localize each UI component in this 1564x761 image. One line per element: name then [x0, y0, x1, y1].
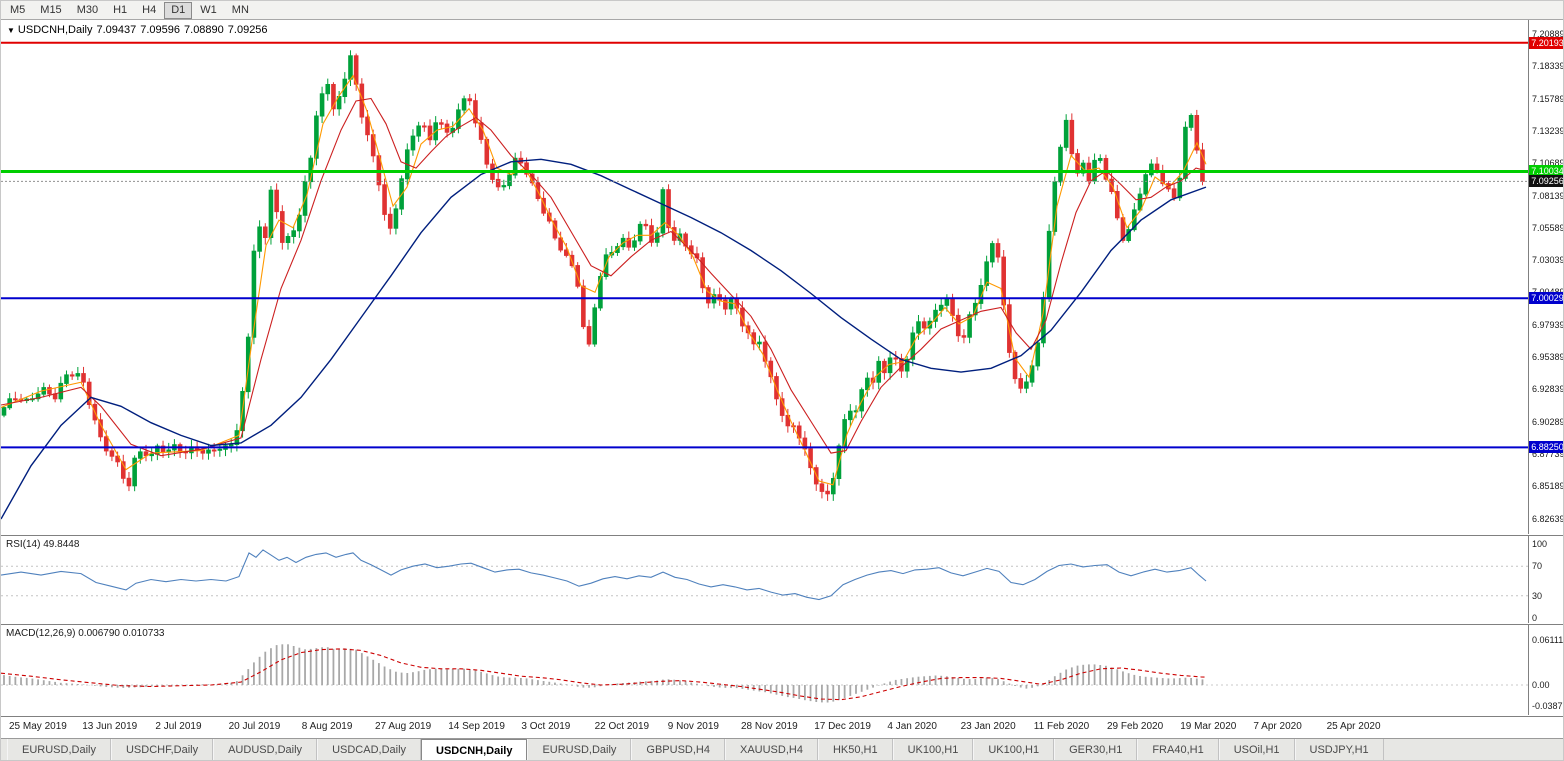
date-label: 13 Jun 2019 [82, 721, 138, 732]
price-tick: 6.90289 [1532, 416, 1564, 427]
rsi-label: RSI(14) 49.8448 [6, 539, 80, 550]
price-tick: 6.82639 [1532, 513, 1564, 524]
ohlc-high: 7.09596 [140, 24, 181, 36]
ma-medium-red [1, 97, 1207, 457]
price-tick: 7.20889 [1532, 29, 1564, 39]
chart-tab-hk50-h1-8[interactable]: HK50,H1 [817, 739, 893, 760]
chart-tab-fra40-h1-12[interactable]: FRA40,H1 [1137, 739, 1219, 760]
chart-tab-gbpusd-h4-6[interactable]: GBPUSD,H4 [631, 739, 725, 760]
date-label: 22 Oct 2019 [594, 721, 650, 732]
support-line-2-price-badge: 6.88250 [1529, 441, 1563, 454]
chart-tab-eurusd-daily-0[interactable]: EURUSD,Daily [7, 739, 111, 760]
support-line-1-price-badge: 7.00029 [1529, 292, 1563, 305]
date-label: 7 Apr 2020 [1253, 721, 1302, 732]
ohlc-close: 7.09256 [227, 24, 268, 36]
chart-tab-bar: EURUSD,Daily USDCHF,Daily AUDUSD,Daily USDC… [1, 738, 1563, 760]
timeframe-button-mn[interactable]: MN [231, 3, 249, 16]
time-axis: 25 May 2019 13 Jun 2019 2 Jul 2019 20 Jul 2… [1, 716, 1563, 738]
macd-plot[interactable] [1, 625, 1528, 716]
date-label: 11 Feb 2020 [1033, 721, 1090, 732]
chart-dropdown-icon: ▼ [7, 26, 15, 35]
chart-tab-usdjpy-h1-14[interactable]: USDJPY,H1 [1294, 739, 1384, 760]
macd-tick: 0.061119 [1532, 634, 1564, 645]
timeframe-toolbar: M5 M15 M30 H1 H4 D1 W1 MN [1, 1, 1563, 20]
chart-ohlc-readout: ▼ USDCNH,Daily 7.09437 7.09596 7.08890 7.0925… [7, 24, 272, 36]
price-tick: 7.15789 [1532, 93, 1564, 104]
chart-tab-eurusd-daily-5[interactable]: EURUSD,Daily [527, 739, 632, 760]
timeframe-button-w1[interactable]: W1 [200, 3, 217, 16]
chart-tab-xauusd-h4-7[interactable]: XAUUSD,H4 [724, 739, 818, 760]
chart-tab-uk100-h1-9[interactable]: UK100,H1 [892, 739, 974, 760]
resistance-line-price-badge: 7.20193 [1529, 36, 1563, 49]
macd-scale: 0.061119 0.00 -0.038777 [1528, 625, 1564, 715]
price-tick: 7.13239 [1532, 125, 1564, 136]
price-tick: 7.05589 [1532, 222, 1564, 233]
timeframe-button-m15[interactable]: M15 [40, 3, 62, 16]
price-tick: 6.85189 [1532, 481, 1564, 492]
price-tick: 7.10689 [1532, 158, 1564, 169]
price-tick: 6.87739 [1532, 448, 1564, 459]
rsi-tick: 100 [1532, 539, 1548, 549]
date-label: 19 Mar 2020 [1180, 721, 1237, 732]
chart-tab-uk100-h1-10[interactable]: UK100,H1 [973, 739, 1055, 760]
chart-tab-audusd-daily-2[interactable]: AUDUSD,Daily [213, 739, 318, 760]
rsi-scale: 100 70 30 0 [1528, 536, 1563, 623]
date-label: 2 Jul 2019 [155, 721, 202, 732]
date-label: 25 Apr 2020 [1326, 721, 1381, 732]
date-label: 25 May 2019 [9, 721, 67, 732]
price-tick: 6.95389 [1532, 352, 1564, 362]
date-label: 20 Jul 2019 [228, 721, 281, 732]
date-label: 23 Jan 2020 [960, 721, 1016, 732]
price-tick: 7.18339 [1532, 61, 1564, 72]
pivot-green-line-price-badge: 7.10034 [1529, 165, 1563, 178]
date-label: 8 Aug 2019 [301, 721, 353, 732]
date-label: 3 Oct 2019 [521, 721, 571, 732]
timeframe-button-h1[interactable]: H1 [113, 3, 128, 16]
macd-signal-line [1, 648, 1207, 701]
date-label: 27 Aug 2019 [375, 721, 432, 732]
rsi-line [1, 549, 1207, 601]
ma-slow-navy [1, 158, 1207, 520]
candles-down-layer [13, 53, 1205, 501]
chart-tab-usoil-h1-13[interactable]: USOil,H1 [1218, 739, 1295, 760]
date-label: 4 Jan 2020 [887, 721, 937, 732]
timeframe-button-d1[interactable]: D1 [164, 1, 193, 19]
timeframe-button-h4[interactable]: H4 [142, 3, 157, 16]
date-label: 9 Nov 2019 [667, 721, 719, 732]
bid-price-line-price-badge: 7.09256 [1529, 175, 1563, 188]
chart-tab-ger30-h1-11[interactable]: GER30,H1 [1054, 739, 1138, 760]
rsi-plot[interactable] [1, 536, 1528, 624]
price-tick: 6.97939 [1532, 319, 1564, 330]
macd-indicator-panel[interactable]: 0.061119 0.00 -0.038777 MACD(12,26,9) 0.00… [1, 624, 1564, 716]
chart-tab-usdcnh-daily-4[interactable]: USDCNH,Daily [421, 739, 528, 760]
rsi-tick: 30 [1532, 590, 1543, 601]
candles-up-layer [1, 50, 1194, 501]
rsi-tick: 0 [1532, 613, 1538, 623]
rsi-tick: 70 [1532, 561, 1543, 572]
price-scale: 7.20889 7.18339 7.15789 7.13239 7.10689 7.081… [1528, 20, 1564, 534]
date-label: 29 Feb 2020 [1107, 721, 1164, 732]
timeframe-button-m30[interactable]: M30 [76, 3, 99, 16]
macd-tick: 0.00 [1532, 680, 1550, 690]
date-label: 14 Sep 2019 [448, 721, 505, 732]
ohlc-low: 7.08890 [184, 24, 224, 36]
macd-histogram [3, 644, 1204, 703]
price-chart-panel[interactable]: 7.20889 7.18339 7.15789 7.13239 7.10689 7.081… [1, 20, 1564, 534]
date-label: 17 Dec 2019 [814, 721, 871, 732]
macd-tick: -0.038777 [1532, 701, 1563, 711]
timeframe-button-m5[interactable]: M5 [10, 3, 26, 16]
price-tick: 6.92839 [1532, 384, 1564, 395]
price-chart-plot[interactable] [1, 20, 1528, 534]
chart-symbol-label: USDCNH,Daily [17, 24, 93, 36]
chart-tab-usdchf-daily-1[interactable]: USDCHF,Daily [110, 739, 214, 760]
price-tick: 7.08139 [1532, 190, 1564, 201]
price-tick: 7.03039 [1532, 255, 1564, 266]
macd-label: MACD(12,26,9) 0.006790 0.010733 [6, 628, 165, 639]
ma-fast-orange [1, 74, 1207, 486]
date-label: 28 Nov 2019 [741, 721, 798, 732]
ohlc-open: 7.09437 [96, 24, 137, 36]
chart-tab-usdcad-daily-3[interactable]: USDCAD,Daily [317, 739, 422, 760]
rsi-indicator-panel[interactable]: 100 70 30 0 RSI(14) 49.8448 [1, 535, 1563, 624]
